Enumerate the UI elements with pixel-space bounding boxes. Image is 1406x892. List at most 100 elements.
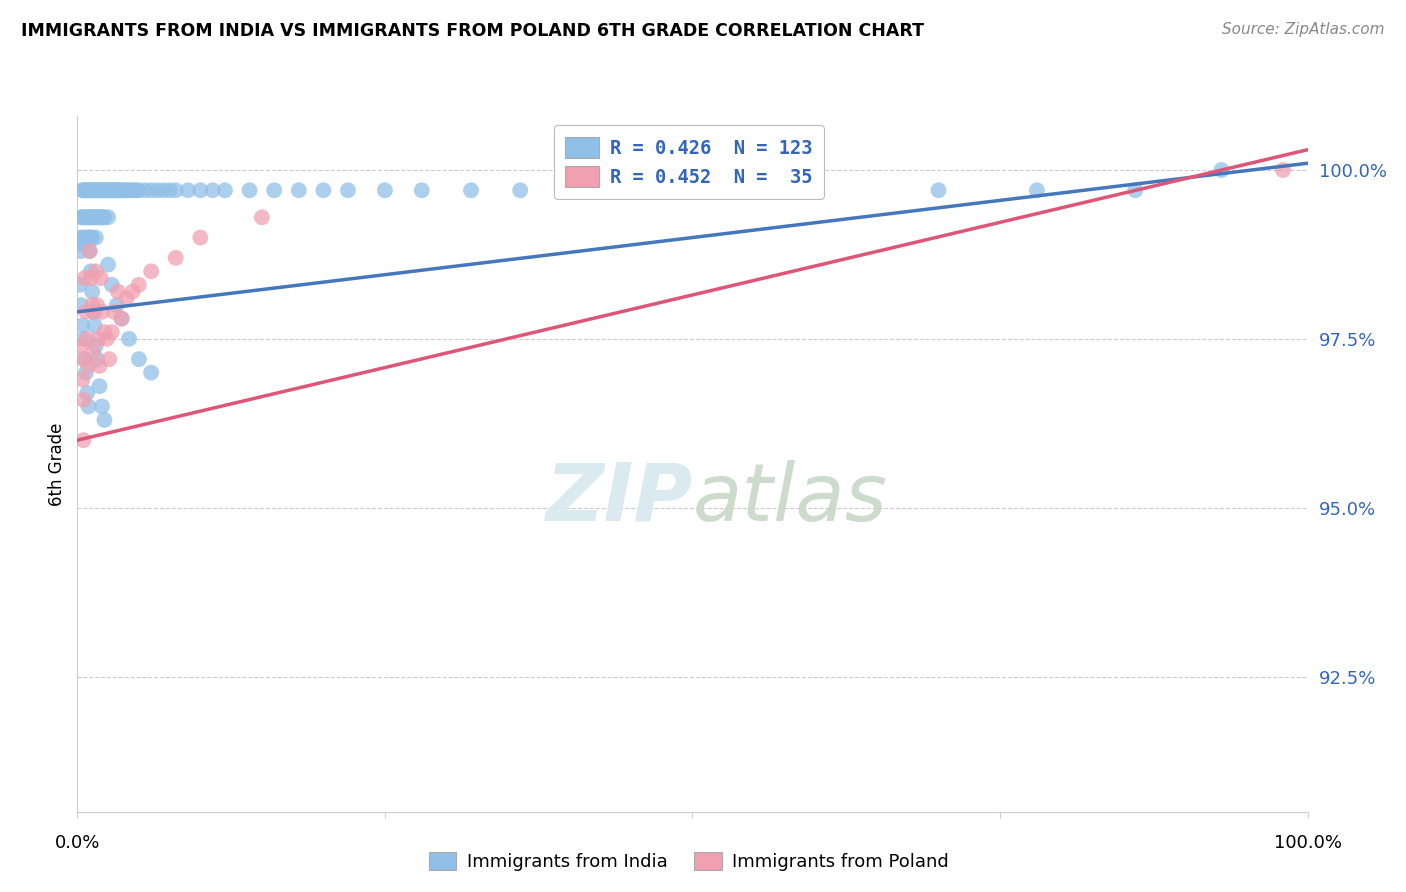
Point bbox=[69, 230, 91, 244]
Point bbox=[93, 413, 115, 427]
Point bbox=[75, 366, 97, 380]
Point bbox=[93, 211, 115, 225]
Text: 100.0%: 100.0% bbox=[1274, 834, 1341, 852]
Point bbox=[201, 183, 224, 197]
Point bbox=[83, 305, 105, 319]
Point bbox=[146, 183, 169, 197]
Point bbox=[134, 183, 156, 197]
Point bbox=[177, 183, 200, 197]
Point bbox=[111, 311, 132, 326]
Point bbox=[70, 244, 93, 258]
Point bbox=[82, 230, 104, 244]
Point bbox=[80, 271, 103, 285]
Point bbox=[706, 183, 728, 197]
Point bbox=[80, 211, 103, 225]
Point bbox=[97, 258, 120, 272]
Point bbox=[73, 271, 96, 285]
Point bbox=[76, 183, 98, 197]
Point bbox=[89, 359, 111, 373]
Y-axis label: 6th Grade: 6th Grade bbox=[48, 422, 66, 506]
Point bbox=[76, 211, 98, 225]
Legend: R = 0.426  N = 123, R = 0.452  N =  35: R = 0.426 N = 123, R = 0.452 N = 35 bbox=[554, 126, 824, 199]
Point bbox=[91, 183, 114, 197]
Point bbox=[93, 325, 115, 339]
Point bbox=[90, 211, 112, 225]
Point bbox=[97, 211, 120, 225]
Point bbox=[89, 211, 111, 225]
Point bbox=[110, 183, 132, 197]
Point bbox=[89, 183, 111, 197]
Text: ZIP: ZIP bbox=[546, 459, 693, 538]
Point bbox=[239, 183, 262, 197]
Point bbox=[112, 183, 135, 197]
Point bbox=[159, 183, 181, 197]
Point bbox=[70, 372, 93, 386]
Point bbox=[411, 183, 433, 197]
Point bbox=[94, 183, 117, 197]
Point bbox=[70, 211, 93, 225]
Point bbox=[76, 385, 98, 400]
Point bbox=[188, 230, 212, 244]
Point bbox=[103, 183, 125, 197]
Point bbox=[72, 392, 94, 407]
Point bbox=[82, 298, 104, 312]
Point bbox=[80, 183, 103, 197]
Point bbox=[72, 230, 94, 244]
Point bbox=[98, 183, 121, 197]
Legend: Immigrants from India, Immigrants from Poland: Immigrants from India, Immigrants from P… bbox=[422, 845, 956, 879]
Point bbox=[111, 311, 132, 326]
Point bbox=[87, 211, 110, 225]
Point bbox=[122, 183, 145, 197]
Point bbox=[105, 183, 128, 197]
Point bbox=[72, 183, 94, 197]
Point bbox=[337, 183, 360, 197]
Point bbox=[77, 183, 100, 197]
Point bbox=[79, 244, 101, 258]
Point bbox=[73, 352, 96, 367]
Point bbox=[93, 183, 115, 197]
Point bbox=[70, 338, 93, 352]
Point bbox=[84, 211, 107, 225]
Point bbox=[90, 211, 114, 225]
Point bbox=[288, 183, 311, 197]
Point bbox=[165, 183, 187, 197]
Point bbox=[82, 211, 104, 225]
Point bbox=[128, 277, 150, 292]
Point bbox=[633, 183, 655, 197]
Point bbox=[141, 183, 163, 197]
Point bbox=[87, 183, 110, 197]
Point bbox=[101, 183, 124, 197]
Point bbox=[312, 183, 335, 197]
Point bbox=[115, 291, 138, 305]
Point bbox=[125, 183, 148, 197]
Point bbox=[75, 211, 97, 225]
Point bbox=[77, 359, 100, 373]
Text: atlas: atlas bbox=[693, 459, 887, 538]
Text: Source: ZipAtlas.com: Source: ZipAtlas.com bbox=[1222, 22, 1385, 37]
Point bbox=[86, 298, 108, 312]
Point bbox=[96, 183, 118, 197]
Point bbox=[104, 183, 127, 197]
Point bbox=[128, 183, 150, 197]
Point bbox=[79, 230, 101, 244]
Point bbox=[82, 305, 104, 319]
Point bbox=[100, 183, 122, 197]
Point bbox=[115, 183, 138, 197]
Point bbox=[374, 183, 396, 197]
Point bbox=[80, 264, 103, 278]
Point bbox=[1211, 163, 1233, 178]
Point bbox=[97, 183, 120, 197]
Point bbox=[96, 332, 118, 346]
Point bbox=[141, 366, 163, 380]
Point bbox=[558, 183, 581, 197]
Point bbox=[98, 352, 121, 367]
Point bbox=[165, 251, 187, 265]
Point bbox=[84, 230, 107, 244]
Point bbox=[460, 183, 482, 197]
Point bbox=[103, 305, 125, 319]
Point bbox=[83, 318, 105, 333]
Point bbox=[1125, 183, 1147, 197]
Point bbox=[72, 433, 94, 447]
Point bbox=[70, 318, 93, 333]
Point bbox=[107, 285, 129, 299]
